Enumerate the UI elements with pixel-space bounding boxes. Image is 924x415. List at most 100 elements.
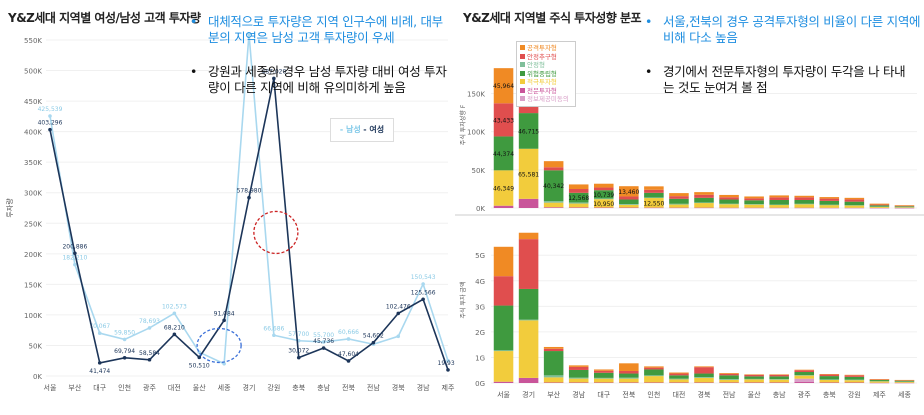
- bar-segment-top: [644, 186, 664, 190]
- bar-segment-top: [819, 204, 840, 206]
- x-tick-label: 인천: [647, 390, 660, 399]
- bar-segment-top: [819, 205, 840, 208]
- legend-entry: 정보제공미동의: [520, 95, 572, 104]
- bullet: •: [645, 64, 653, 79]
- legend-entry: 안정형: [520, 61, 572, 70]
- data-label: 403,296: [38, 120, 63, 127]
- data-point: [247, 32, 251, 36]
- bar-segment-bottom: [518, 239, 539, 289]
- bar-segment-bottom: [769, 382, 789, 383]
- data-label: 57,700: [288, 331, 309, 338]
- data-label: 425,539: [38, 106, 63, 113]
- right-panel: Y&Z세대 지역별 주식 투자성향 분포 0K 50K 100K 150K 0G 1G 2G…: [455, 0, 924, 415]
- bar-segment-top: [543, 161, 564, 168]
- x-tick-label: 서울: [497, 390, 510, 399]
- bar-segment-top: [493, 170, 514, 206]
- bar-segment-bottom: [493, 305, 514, 351]
- bar-segment-top: [844, 201, 865, 206]
- data-point: [97, 331, 102, 335]
- bar-segment-top: [769, 197, 789, 200]
- x-tick-label: 전북: [622, 390, 635, 399]
- bar-segment-top: [819, 198, 840, 201]
- bar-segment-bottom: [543, 346, 564, 349]
- legend-entry: 위험중립형: [520, 70, 572, 79]
- bar-segment-bottom: [819, 382, 840, 383]
- bar-segment-bottom: [869, 381, 890, 383]
- legend-swatch: [520, 53, 525, 59]
- bar-segment-bottom: [619, 363, 639, 371]
- legend-label: 안정추구형: [527, 52, 557, 61]
- x-tick-label: 전남: [723, 390, 736, 399]
- bar-segment-top: [669, 204, 689, 208]
- bar-segment-bottom: [518, 319, 539, 321]
- bar-segment-top: [794, 195, 815, 198]
- data-point: [172, 311, 177, 316]
- bar-segment-bottom: [593, 382, 614, 383]
- bar-segment-bottom: [794, 372, 815, 376]
- legend-entry: 전문투자형: [520, 87, 572, 96]
- x-tick-label: 세종: [898, 390, 911, 399]
- bar-segment-bottom: [669, 379, 689, 383]
- bar-segment-top: [593, 183, 614, 188]
- data-label: 55,700: [313, 332, 334, 339]
- data-label: 487,020: [261, 68, 286, 75]
- bar-segment-bottom: [669, 378, 689, 380]
- data-point: [73, 262, 77, 267]
- bar-segment-bottom: [619, 373, 639, 378]
- bar-segment-bottom: [694, 367, 714, 374]
- bar-segment-bottom: [719, 373, 739, 376]
- bar-segment-bottom: [593, 378, 614, 383]
- bar-segment-bottom: [844, 374, 865, 376]
- data-point: [122, 355, 127, 360]
- bar-segment-bottom: [518, 377, 539, 383]
- bar-segment-top: [669, 203, 689, 205]
- x-tick-label: 전남: [367, 383, 380, 392]
- bar-segment-bottom: [593, 370, 614, 373]
- legend-swatch: [520, 70, 525, 76]
- bar-segment-top: [669, 193, 689, 197]
- legend-swatch: [520, 96, 525, 101]
- legend-entry: 적극투자형: [520, 78, 572, 87]
- bar-data-label: 12,550: [643, 200, 664, 207]
- bar-segment-bottom: [493, 351, 514, 382]
- left-panel: Y&Z세대 지역별 여성/남성 고객 투자량 0K 50K 100K 150K 200K…: [0, 0, 455, 415]
- bar-segment-bottom: [844, 376, 865, 380]
- bar-segment-bottom: [593, 377, 614, 379]
- data-point: [247, 195, 251, 200]
- y-tick-label-bottom: 2G: [475, 329, 485, 337]
- y-tick-label-top: 150K: [467, 90, 485, 98]
- bar-segment-bottom: [518, 320, 539, 378]
- data-point: [73, 251, 77, 256]
- bar-segment-bottom: [568, 378, 589, 383]
- bar-segment-top: [794, 204, 815, 208]
- x-tick-label: 부산: [68, 383, 81, 392]
- bar-data-label: 43,433: [493, 117, 514, 124]
- legend-swatch: [520, 62, 525, 67]
- bar-segment-top: [518, 148, 539, 199]
- bar-segment-top: [644, 198, 664, 208]
- bar-segment-top: [744, 207, 764, 209]
- y-tick-label-bottom: 5G: [475, 252, 485, 260]
- bar-data-label: 46,715: [518, 128, 539, 135]
- bar-segment-top: [593, 187, 614, 191]
- bar-segment-top: [568, 184, 589, 190]
- bar-segment-bottom: [819, 379, 840, 380]
- bar-segment-bottom: [694, 377, 714, 383]
- bar-segment-top: [869, 205, 890, 207]
- bar-segment-bottom: [644, 366, 664, 368]
- x-tick-label: 충남: [317, 383, 330, 392]
- bar-segment-bottom: [568, 369, 589, 378]
- bar-segment-top: [619, 204, 639, 205]
- x-tick-label: 대구: [597, 391, 610, 399]
- y-tick-label: 350K: [24, 159, 42, 167]
- data-point: [346, 359, 351, 363]
- bar-segment-top: [719, 197, 739, 200]
- legend-label: 공격투자형: [527, 44, 557, 52]
- bar-segment-bottom: [769, 374, 789, 375]
- bar-segment-bottom: [543, 382, 564, 383]
- line-chart: 0K 50K 100K 150K 200K 250K 300K 350K 400K 450K 500…: [5, 32, 455, 392]
- data-label: 69,794: [114, 348, 135, 355]
- bar-segment-bottom: [844, 379, 865, 381]
- bar-segment-bottom: [794, 375, 815, 376]
- bar-segment-bottom: [794, 378, 815, 382]
